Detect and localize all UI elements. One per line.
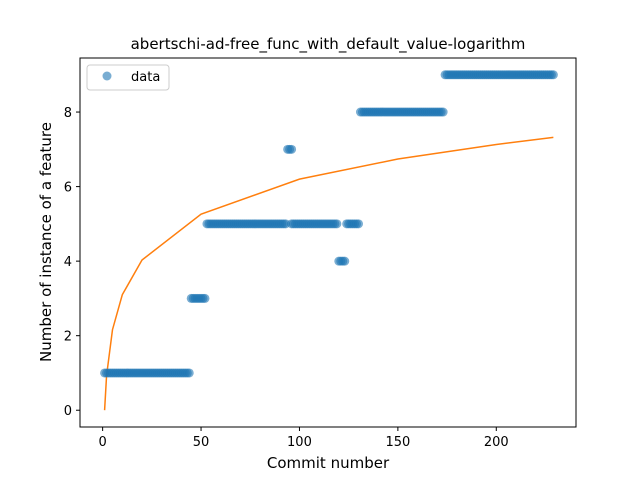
fit-line-layer xyxy=(103,136,554,411)
x-tick-label: 0 xyxy=(98,435,106,450)
chart-title: abertschi-ad-free_func_with_default_valu… xyxy=(131,35,526,54)
y-tick-label: 6 xyxy=(64,181,72,196)
y-tick-label: 4 xyxy=(64,255,72,270)
x-tick-label: 100 xyxy=(287,435,312,450)
legend-marker-data xyxy=(102,71,112,81)
plot-frame xyxy=(79,57,577,428)
x-tick-label: 150 xyxy=(385,435,410,450)
x-tick-label: 200 xyxy=(484,435,509,450)
data-point xyxy=(287,144,297,154)
legend: data xyxy=(86,64,170,91)
x-axis-label: Commit number xyxy=(267,454,390,472)
x-axis-ticks: 0 50 100 150 200 xyxy=(98,427,509,450)
data-point xyxy=(184,368,194,378)
data-point xyxy=(340,256,350,266)
legend-box xyxy=(86,64,170,91)
legend-label-data: data xyxy=(131,70,160,85)
data-point xyxy=(438,107,448,117)
data-point xyxy=(548,70,558,80)
plot-area xyxy=(79,57,577,428)
fit-line xyxy=(103,136,554,411)
y-tick-label: 2 xyxy=(64,330,72,345)
y-tick-label: 8 xyxy=(64,106,72,121)
data-point xyxy=(354,219,364,229)
data-point xyxy=(200,293,210,303)
y-tick-label: 0 xyxy=(64,404,72,419)
data-point xyxy=(332,219,342,229)
y-axis-label: Number of instance of a feature xyxy=(37,122,55,362)
x-tick-label: 50 xyxy=(193,435,210,450)
data-points-layer xyxy=(100,70,558,378)
y-axis-ticks: 0 2 4 6 8 xyxy=(64,106,80,419)
